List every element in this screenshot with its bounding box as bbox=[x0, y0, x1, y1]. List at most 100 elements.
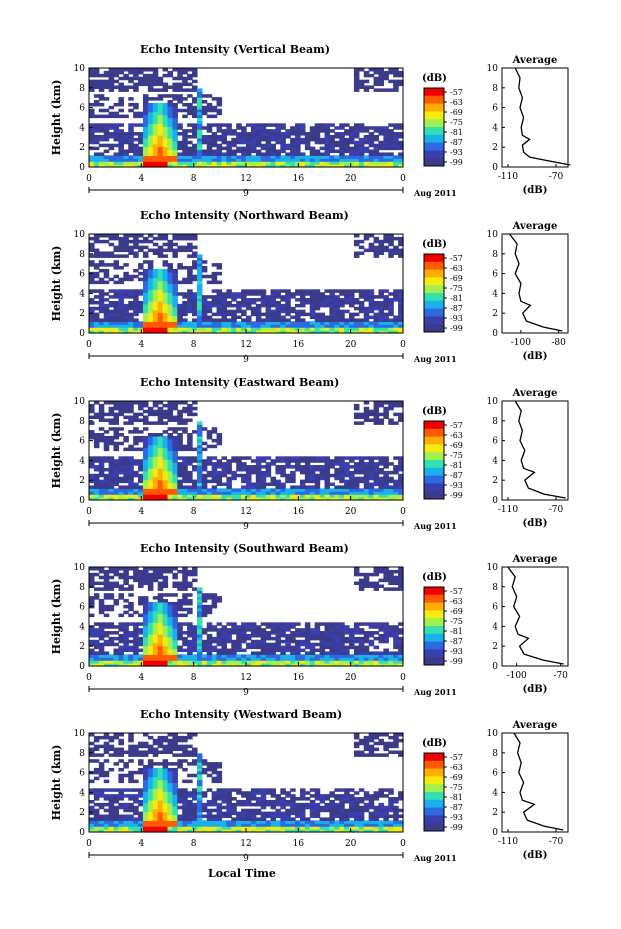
heatmap-cell bbox=[133, 459, 139, 463]
heatmap-cell bbox=[182, 418, 188, 422]
heatmap-cell bbox=[103, 747, 110, 752]
heatmap-cell bbox=[290, 146, 296, 151]
heatmap-cell bbox=[172, 149, 178, 154]
heatmap-cell bbox=[89, 68, 95, 72]
x-tick-label: 0 bbox=[400, 673, 406, 683]
heatmap-cell bbox=[363, 85, 370, 89]
heatmap-cell bbox=[167, 633, 174, 638]
heatmap-cell bbox=[196, 254, 203, 258]
heatmap-cell bbox=[290, 164, 296, 168]
heatmap-cell bbox=[187, 462, 193, 466]
heatmap-cell bbox=[118, 456, 124, 460]
heatmap-cell bbox=[373, 581, 380, 586]
heatmap-cell bbox=[265, 303, 272, 308]
heatmap-cell bbox=[241, 462, 247, 466]
heatmap-cell bbox=[299, 467, 306, 472]
colorbar-swatch bbox=[424, 421, 444, 430]
heatmap-cell bbox=[167, 476, 174, 481]
heatmap-cell bbox=[142, 610, 149, 615]
heatmap-cell bbox=[108, 427, 115, 431]
heatmap-cell bbox=[152, 636, 159, 641]
heatmap-cell bbox=[383, 578, 389, 583]
heatmap-cell bbox=[363, 137, 370, 142]
heatmap-cell bbox=[221, 155, 227, 159]
heatmap-cell bbox=[133, 102, 139, 107]
heatmap-cell bbox=[103, 303, 110, 308]
heatmap-cell bbox=[314, 636, 321, 641]
heatmap-cell bbox=[113, 572, 120, 577]
heatmap-cell bbox=[353, 476, 360, 481]
heatmap-cell bbox=[211, 625, 218, 629]
heatmap-cell bbox=[172, 610, 178, 615]
heatmap-cell bbox=[378, 470, 384, 475]
heatmap-cell bbox=[147, 636, 154, 641]
heatmap-cell bbox=[133, 300, 139, 305]
heatmap-cell bbox=[152, 660, 159, 664]
heatmap-cell bbox=[265, 622, 272, 626]
heatmap-cell bbox=[167, 465, 174, 469]
heatmap-cell bbox=[167, 631, 174, 635]
heatmap-cell bbox=[363, 479, 370, 484]
heatmap-cell bbox=[182, 140, 188, 145]
heatmap-cell bbox=[398, 300, 404, 305]
heatmap-cell bbox=[142, 619, 149, 623]
heatmap-cell bbox=[368, 161, 375, 165]
heatmap-cell bbox=[373, 126, 380, 130]
heatmap-cell bbox=[196, 648, 203, 653]
heatmap-cell bbox=[290, 654, 296, 658]
heatmap-cell bbox=[98, 642, 105, 647]
heatmap-cell bbox=[324, 636, 331, 641]
heatmap-cell bbox=[304, 494, 311, 498]
heatmap-cell bbox=[103, 473, 110, 478]
heatmap-cell bbox=[260, 137, 267, 142]
heatmap-cell bbox=[250, 488, 257, 492]
heatmap-cell bbox=[162, 114, 169, 119]
heatmap-cell bbox=[167, 485, 174, 489]
heatmap-cell bbox=[196, 137, 203, 142]
heatmap-cell bbox=[98, 277, 105, 282]
heatmap-cell bbox=[172, 143, 178, 148]
heatmap-cell bbox=[177, 569, 183, 574]
heatmap-cell bbox=[299, 298, 306, 302]
heatmap-cell bbox=[290, 158, 296, 162]
heatmap-cell bbox=[93, 628, 100, 632]
heatmap-cell bbox=[113, 488, 120, 492]
heatmap-cell bbox=[216, 321, 223, 325]
heatmap-cell bbox=[270, 324, 277, 328]
heatmap-cell bbox=[349, 473, 355, 478]
heatmap-cell bbox=[142, 155, 149, 159]
heatmap-cell bbox=[152, 111, 159, 116]
heatmap-cell bbox=[182, 648, 188, 653]
heatmap-cell bbox=[123, 137, 129, 142]
heatmap-cell bbox=[373, 482, 380, 487]
heatmap-cell bbox=[260, 491, 267, 495]
heatmap-cell bbox=[172, 271, 178, 276]
colorbar-swatch bbox=[424, 587, 444, 596]
heatmap-cell bbox=[103, 476, 110, 481]
heatmap-cell bbox=[358, 289, 365, 293]
heatmap-cell bbox=[344, 289, 350, 293]
heatmap-cell bbox=[162, 616, 169, 621]
heatmap-cell bbox=[290, 485, 296, 489]
heatmap-cell bbox=[196, 470, 203, 475]
heatmap-cell bbox=[285, 318, 291, 322]
heatmap-cell bbox=[187, 494, 193, 498]
heatmap-cell bbox=[93, 622, 100, 626]
heatmap-cell bbox=[349, 295, 355, 299]
heatmap-cell bbox=[187, 497, 193, 501]
heatmap-cell bbox=[187, 447, 193, 452]
heatmap-cell bbox=[388, 321, 394, 325]
heatmap-cell bbox=[378, 152, 384, 156]
heatmap-cell bbox=[152, 158, 159, 162]
heatmap-cell bbox=[138, 459, 144, 463]
heatmap-cell bbox=[339, 132, 345, 136]
heatmap-cell bbox=[172, 105, 178, 110]
heatmap-cell bbox=[162, 268, 169, 273]
heatmap-cell bbox=[89, 403, 95, 408]
heatmap-cell bbox=[211, 660, 218, 664]
heatmap-cell bbox=[309, 306, 316, 311]
heatmap-cell bbox=[314, 330, 321, 334]
heatmap-cell bbox=[349, 321, 355, 325]
heatmap-cell bbox=[334, 312, 340, 317]
heatmap-cell bbox=[353, 132, 360, 136]
